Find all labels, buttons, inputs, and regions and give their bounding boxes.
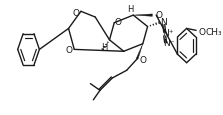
- Text: CH₃: CH₃: [206, 28, 222, 36]
- Text: O: O: [73, 9, 80, 18]
- Text: O: O: [155, 11, 162, 19]
- Text: O: O: [65, 46, 72, 54]
- Text: O: O: [199, 28, 206, 36]
- Text: N⁺: N⁺: [162, 29, 173, 37]
- Polygon shape: [133, 15, 152, 17]
- Polygon shape: [136, 44, 143, 60]
- Text: H: H: [127, 5, 134, 14]
- Text: N⁻: N⁻: [163, 39, 174, 48]
- Text: H: H: [101, 43, 108, 52]
- Text: O: O: [140, 56, 147, 65]
- Text: O: O: [115, 18, 122, 27]
- Text: N: N: [160, 18, 167, 27]
